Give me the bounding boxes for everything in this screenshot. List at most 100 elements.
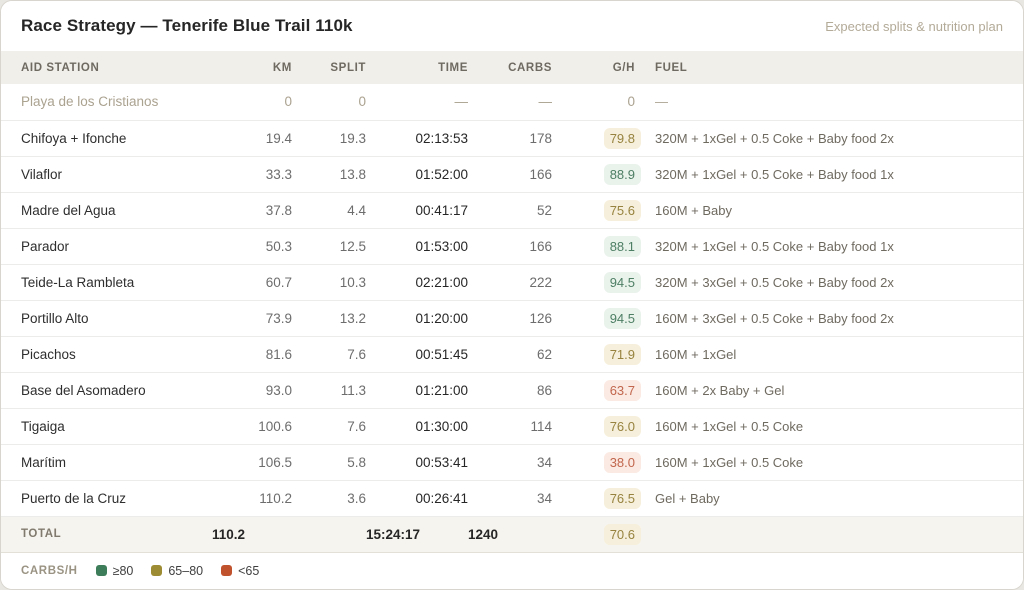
cell-fuel: 320M + 1xGel + 0.5 Coke + Baby food 1x (641, 228, 1023, 265)
legend-item: ≥80 (95, 563, 134, 578)
legend-item-label: 65–80 (168, 563, 204, 578)
cell-carbs: 114 (468, 408, 552, 445)
cell-km: 73.9 (212, 300, 292, 337)
cell-time: 01:53:00 (366, 228, 468, 265)
cell-km: 100.6 (212, 408, 292, 445)
total-split (292, 515, 366, 553)
cell-km: 37.8 (212, 192, 292, 229)
cell-carbs: 34 (468, 480, 552, 517)
cell-time: 00:41:17 (366, 192, 468, 229)
cell-fuel: 160M + 1xGel (641, 336, 1023, 373)
table-row: Playa de los Cristianos 0 0— —0— (1, 84, 1023, 121)
cell-split: 3.6 (292, 480, 366, 517)
legend-swatch-icon (151, 565, 163, 577)
cell-time: 01:30:00 (366, 408, 468, 445)
table-header: AID STATION KM SPLIT TIME CARBS G/H FUEL (1, 51, 1023, 84)
table-row: Chifoya + Ifonche 19.4 19.3 02:13:53 178 79.8… (1, 120, 1023, 157)
cell-km: 50.3 (212, 228, 292, 265)
cell-gh: 76.5 (552, 480, 641, 517)
cell-gh: 76.0 (552, 408, 641, 445)
cell-station: Portillo Alto (1, 300, 212, 337)
cell-split: 5.8 (292, 444, 366, 481)
cell-carbs: 222 (468, 264, 552, 301)
col-header-aid-station: AID STATION (1, 51, 212, 84)
cell-split: 11.3 (292, 372, 366, 409)
cell-fuel: 160M + 2x Baby + Gel (641, 372, 1023, 409)
cell-km: 19.4 (212, 120, 292, 157)
cell-km: 33.3 (212, 156, 292, 193)
cell-carbs: — (468, 84, 552, 121)
col-header-fuel: FUEL (641, 51, 1023, 84)
cell-station: Tigaiga (1, 408, 212, 445)
cell-station: Base del Asomadero (1, 372, 212, 409)
cell-fuel: — (641, 84, 1023, 121)
table-row: Marítim 106.5 5.8 00:53:41 34 38.0 160M + 1xGe… (1, 444, 1023, 481)
cell-station: Madre del Agua (1, 192, 212, 229)
cell-km: 60.7 (212, 264, 292, 301)
total-fuel (641, 515, 1023, 553)
cell-time: 00:26:41 (366, 480, 468, 517)
cell-carbs: 52 (468, 192, 552, 229)
cell-time: 02:13:53 (366, 120, 468, 157)
cell-gh: 79.8 (552, 120, 641, 157)
gh-badge: 79.8 (603, 127, 641, 149)
col-header-time: TIME (366, 51, 468, 84)
table-row: Portillo Alto 73.9 13.2 01:20:00 126 94.5 160M… (1, 300, 1023, 337)
cell-carbs: 62 (468, 336, 552, 373)
col-header-split: SPLIT (292, 51, 366, 84)
cell-station: Chifoya + Ifonche (1, 120, 212, 157)
gh-value: 0 (627, 94, 635, 110)
table-row: Teide-La Rambleta 60.7 10.3 02:21:00 222 94.5… (1, 264, 1023, 301)
cell-station: Teide-La Rambleta (1, 264, 212, 301)
table-footer: TOTAL 110.2 15:24:17 1240 70.6 (1, 515, 1023, 553)
legend-label: CARBS/H (21, 564, 78, 577)
splits-table: AID STATION KM SPLIT TIME CARBS G/H FUEL… (1, 51, 1023, 553)
cell-km: 110.2 (212, 480, 292, 517)
cell-split: 12.5 (292, 228, 366, 265)
gh-badge: 38.0 (603, 451, 641, 473)
cell-station: Playa de los Cristianos (1, 84, 212, 121)
cell-split: 0 (292, 84, 366, 121)
cell-km: 93.0 (212, 372, 292, 409)
table-row: Vilaflor 33.3 13.8 01:52:00 166 88.9 320M + 1x… (1, 156, 1023, 193)
cell-fuel: Gel + Baby (641, 480, 1023, 517)
total-row: TOTAL 110.2 15:24:17 1240 70.6 (1, 515, 1023, 553)
cell-gh: 38.0 (552, 444, 641, 481)
total-km: 110.2 (212, 515, 292, 553)
cell-carbs: 166 (468, 228, 552, 265)
total-gh-badge: 70.6 (603, 523, 641, 545)
cell-fuel: 160M + 1xGel + 0.5 Coke (641, 408, 1023, 445)
carbs-legend: CARBS/H ≥80 65–80 <65 (1, 552, 1023, 589)
cell-station: Parador (1, 228, 212, 265)
cell-gh: 88.1 (552, 228, 641, 265)
table-body: Playa de los Cristianos 0 0— —0— Chifoya + I… (1, 84, 1023, 517)
cell-station: Picachos (1, 336, 212, 373)
cell-split: 10.3 (292, 264, 366, 301)
cell-time: 01:52:00 (366, 156, 468, 193)
cell-carbs: 178 (468, 120, 552, 157)
cell-km: 0 (212, 84, 292, 121)
legend-item-label: ≥80 (112, 563, 134, 578)
legend-swatch-icon (221, 565, 233, 577)
gh-badge: 63.7 (603, 379, 641, 401)
cell-gh: 71.9 (552, 336, 641, 373)
cell-split: 7.6 (292, 336, 366, 373)
gh-badge: 94.5 (603, 307, 641, 329)
title-bar: Race Strategy — Tenerife Blue Trail 110k… (1, 1, 1023, 51)
col-header-carbs: CARBS (468, 51, 552, 84)
cell-carbs: 86 (468, 372, 552, 409)
cell-km: 81.6 (212, 336, 292, 373)
cell-carbs: 166 (468, 156, 552, 193)
cell-split: 7.6 (292, 408, 366, 445)
page-subtitle: Expected splits & nutrition plan (825, 18, 1003, 34)
legend-item-label: <65 (238, 563, 260, 578)
cell-gh: 0 (552, 84, 641, 121)
total-time: 15:24:17 (366, 515, 468, 553)
gh-badge: 76.0 (603, 415, 641, 437)
cell-km: 106.5 (212, 444, 292, 481)
table-row: Madre del Agua 37.8 4.4 00:41:17 52 75.6 160M … (1, 192, 1023, 229)
cell-time: 01:21:00 (366, 372, 468, 409)
cell-split: 19.3 (292, 120, 366, 157)
cell-time: 01:20:00 (366, 300, 468, 337)
